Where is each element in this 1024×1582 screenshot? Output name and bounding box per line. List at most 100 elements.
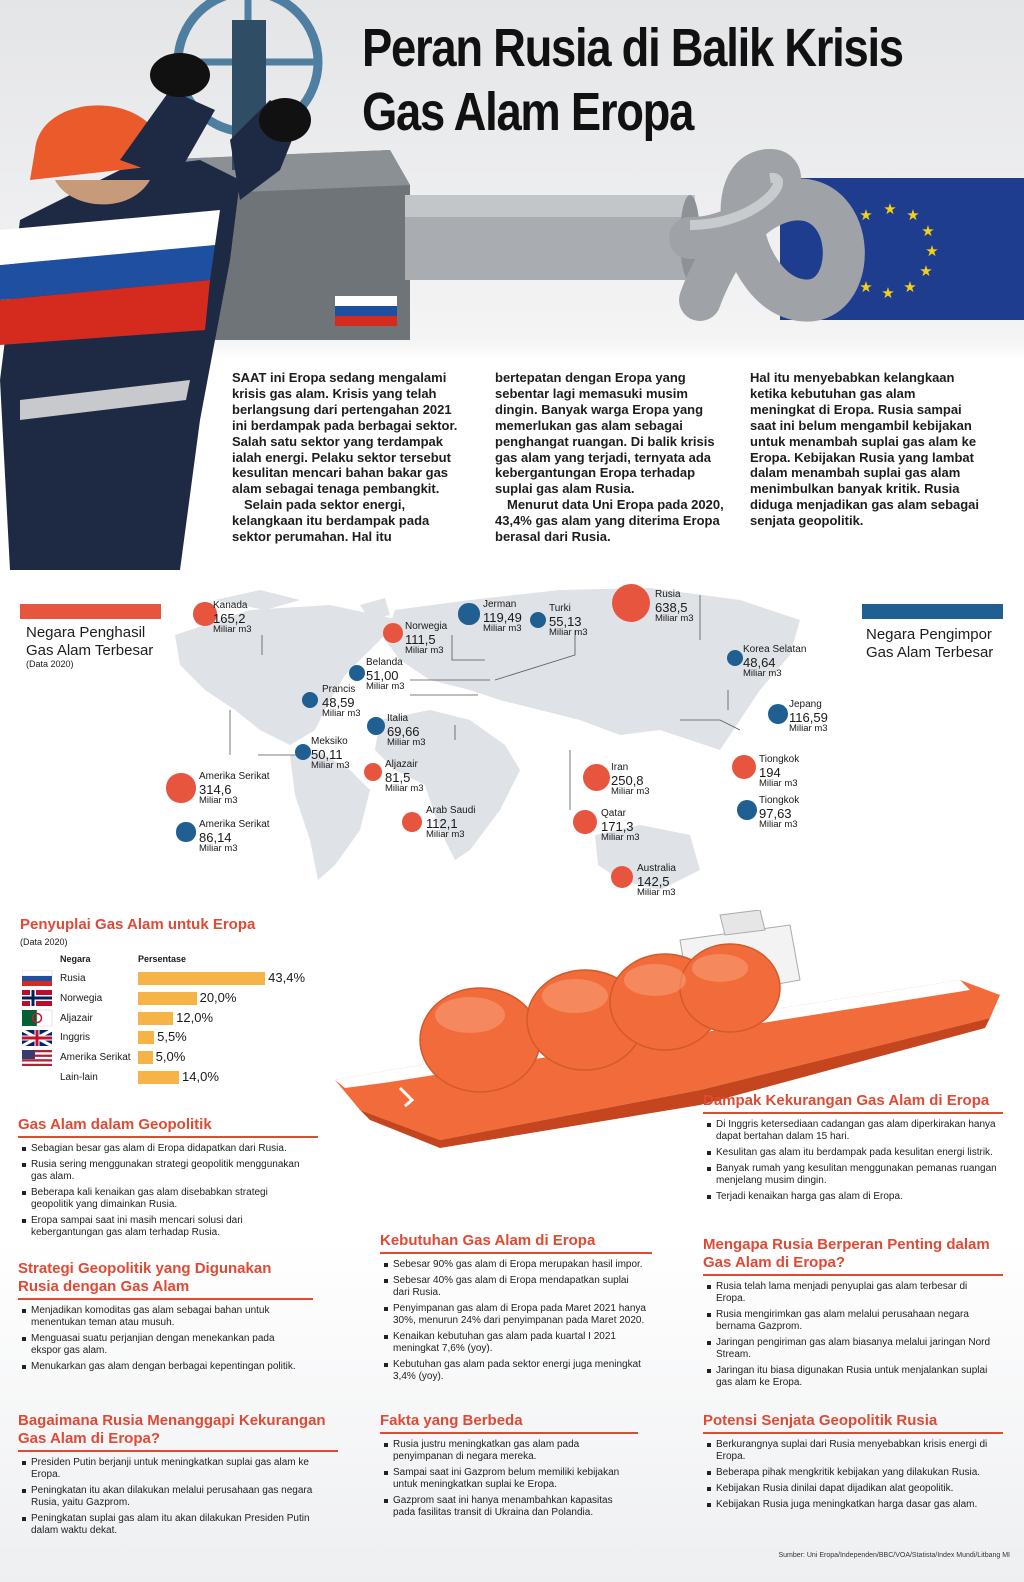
bullet-item: Presiden Putin berjanji untuk meningkatk…	[22, 1457, 332, 1481]
bullet-item: Terjadi kenaikan harga gas alam di Eropa…	[707, 1191, 997, 1203]
section-rule	[703, 1112, 1003, 1114]
bubble	[348, 664, 366, 682]
section-title: Potensi Senjata Geopolitik Rusia	[703, 1412, 938, 1429]
value-label: 81,5	[385, 769, 411, 785]
bullet-item: Jaringan itu biasa digunakan Rusia untuk…	[707, 1365, 997, 1389]
value-label: 43,4%	[268, 970, 306, 985]
country-name: Kanada	[213, 600, 248, 611]
bullet-item: Menukarkan gas alam dengan berbagai kepe…	[22, 1361, 307, 1373]
supplier-note: (Data 2020)	[20, 937, 68, 947]
bubble	[737, 800, 757, 820]
section-rule	[703, 1274, 1003, 1276]
unit: Miliar m3	[199, 795, 238, 807]
bubble	[382, 622, 404, 644]
country-name: Italia	[387, 713, 409, 724]
country-name: Arab Saudi	[426, 805, 476, 816]
value-label: 55,13	[549, 613, 582, 629]
svg-text:★: ★	[921, 223, 934, 240]
svg-text:★: ★	[919, 263, 932, 280]
country-name: Qatar	[601, 808, 627, 819]
bullet-item: Sebesar 40% gas alam di Eropa mendapatka…	[384, 1275, 646, 1299]
country-name: Tiongkok	[759, 795, 800, 806]
bubble	[363, 762, 383, 782]
bubble	[401, 811, 423, 833]
value-label: 50,11	[311, 746, 343, 762]
value-label: 48,64	[743, 654, 776, 670]
country-name: Iran	[611, 762, 629, 773]
value-label: 142,5	[637, 873, 670, 889]
unit: Miliar m3	[549, 627, 588, 639]
country-name: Australia	[637, 863, 676, 874]
bubble	[193, 602, 217, 626]
bubble	[611, 583, 651, 623]
value-label: 5,5%	[157, 1029, 187, 1045]
bar	[138, 1071, 180, 1084]
intro-column: SAAT ini Eropa sedang mengalami krisis g…	[232, 370, 464, 545]
paragraph: Menurut data Uni Eropa pada 2020, 43,4% …	[495, 497, 724, 545]
point-label: Qatar 171,3 Miliar m3	[601, 808, 640, 844]
bullet-item: Menguasai suatu perjanjian dengan meneka…	[22, 1333, 307, 1357]
bullet-item: Berkurangnya suplai dari Rusia menyebabk…	[707, 1439, 997, 1463]
value-label: 51,00	[366, 667, 399, 683]
intro-column: bertepatan dengan Eropa yang sebentar la…	[495, 370, 727, 545]
point-label: Iran 250,8 Miliar m3	[611, 762, 650, 797]
intro-column: Hal itu menyebabkan kelangkaan ketika ke…	[750, 370, 982, 529]
country-name: Prancis	[322, 684, 356, 695]
bubble	[176, 822, 196, 842]
country-name: Rusia	[655, 589, 681, 600]
flags	[22, 970, 53, 1066]
bubble	[294, 743, 312, 761]
point-label: Rusia 638,5 Miliar m3	[655, 589, 694, 624]
country-name: Norwegia	[60, 992, 103, 1004]
unit: Miliar m3	[366, 681, 405, 693]
bullet-list: Presiden Putin berjanji untuk meningkatk…	[22, 1457, 332, 1541]
unit: Miliar m3	[311, 760, 350, 772]
value-label: 12,0%	[176, 1009, 214, 1025]
unit: Miliar m3	[743, 668, 782, 680]
svg-text:★: ★	[883, 201, 896, 218]
value-label: 314,6	[199, 781, 232, 797]
title-line: Peran Rusia di Balik Krisis	[362, 18, 904, 78]
column-header: Negara	[60, 954, 91, 964]
unit: Miliar m3	[199, 843, 238, 855]
section-title: Fakta yang Berbeda	[380, 1412, 523, 1429]
value-label: 194	[759, 764, 781, 780]
header-illustration: ★ ★★ ★★★ ★★★ ★★★	[0, 0, 1024, 570]
value-label: 116,59	[789, 709, 828, 725]
point-label: Italia 69,66 Miliar m3	[387, 713, 426, 748]
ship-illustration	[335, 910, 1000, 1148]
section-rule	[18, 1298, 313, 1300]
value-label: 97,63	[759, 805, 792, 821]
unit: Miliar m3	[601, 832, 640, 844]
point-label: Kanada 165,2 Miliar m3	[213, 600, 252, 635]
country-name: Jerman	[483, 599, 517, 610]
section-rule	[18, 1450, 338, 1452]
producers-legend: Negara Penghasil Gas Alam Terbesar	[26, 624, 154, 659]
bubble	[166, 773, 196, 803]
unit: Miliar m3	[759, 778, 798, 790]
point-label: Meksiko 50,11 Miliar m3	[311, 736, 350, 772]
value-label: 112,1	[426, 815, 458, 831]
source-note: Sumber: Uni Eropa/Independen/BBC/VOA/Sta…	[778, 1552, 1010, 1559]
point-label: Jepang 116,59 Miliar m3	[789, 699, 828, 735]
country-name: Lain-lain	[60, 1072, 98, 1083]
section-rule	[380, 1252, 652, 1254]
bullet-item: Menjadikan komoditas gas alam sebagai ba…	[22, 1305, 307, 1329]
bullet-item: Kebutuhan gas alam pada sektor energi ju…	[384, 1359, 646, 1383]
bullet-list: Sebesar 90% gas alam di Eropa merupakan …	[384, 1259, 646, 1387]
value-label: 111,5	[405, 631, 436, 647]
point-label: Norwegia 111,5 Miliar m3	[405, 621, 447, 656]
country-name: Aljazair	[385, 759, 418, 770]
bullet-item: Sebesar 90% gas alam di Eropa merupakan …	[384, 1259, 646, 1271]
unit: Miliar m3	[759, 819, 798, 831]
producers-legend-swatch	[20, 604, 161, 619]
bubble	[573, 810, 597, 834]
bullet-item: Kebijakan Rusia dinilai dapat dijadikan …	[707, 1483, 997, 1495]
point-label: Prancis 48,59 Miliar m3	[322, 684, 361, 719]
unit: Miliar m3	[789, 723, 828, 735]
bubble	[731, 754, 757, 780]
paragraph: Hal itu menyebabkan kelangkaan ketika ke…	[750, 370, 980, 529]
bullet-item: Peningkatan suplai gas alam itu akan dil…	[22, 1513, 332, 1537]
svg-text:★: ★	[881, 285, 894, 302]
